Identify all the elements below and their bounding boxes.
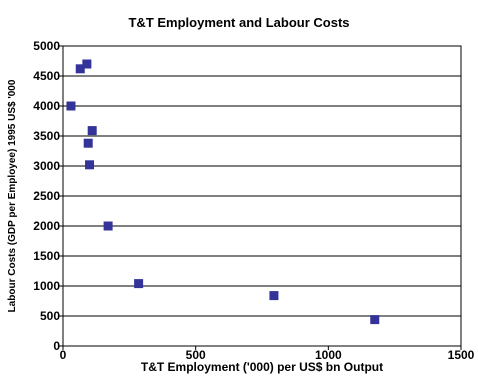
data-point [370, 315, 380, 325]
y-tick-label: 3500 [33, 129, 60, 143]
y-tick-label: 4500 [33, 69, 60, 83]
data-point [103, 221, 113, 231]
y-tick-label: 3000 [33, 159, 60, 173]
y-tick-label: 500 [40, 309, 60, 323]
y-axis-label: Labour Costs (GDP per Employee) 1995 US$… [7, 79, 18, 312]
data-point [269, 291, 279, 301]
y-tick-label: 0 [53, 339, 60, 353]
y-tick-label: 1000 [33, 279, 60, 293]
y-tick-label: 5000 [33, 39, 60, 53]
data-point [66, 101, 76, 111]
data-point [83, 138, 93, 148]
x-axis-ticks: 0 500 1000 1500 [60, 346, 475, 362]
x-tick-label: 1500 [448, 348, 475, 362]
data-point [85, 160, 95, 170]
x-axis-label: T&T Employment ('000) per US$ bn Output [141, 360, 383, 374]
y-tick-label: 2000 [33, 219, 60, 233]
x-tick-label: 500 [186, 348, 206, 362]
data-points [66, 59, 380, 325]
y-tick-label: 4000 [33, 99, 60, 113]
chart-title: T&T Employment and Labour Costs [128, 15, 349, 30]
data-point [82, 59, 92, 69]
y-tick-label: 1500 [33, 249, 60, 263]
gridlines [63, 45, 461, 347]
data-point [75, 64, 85, 74]
data-point [134, 279, 144, 289]
x-tick-label: 1000 [315, 348, 342, 362]
y-tick-label: 2500 [33, 189, 60, 203]
data-point [87, 126, 97, 136]
x-tick-label: 0 [60, 348, 67, 362]
y-axis-ticks: 0 500 1000 1500 2000 2500 3000 3500 4000 4500 5000 [33, 39, 63, 353]
